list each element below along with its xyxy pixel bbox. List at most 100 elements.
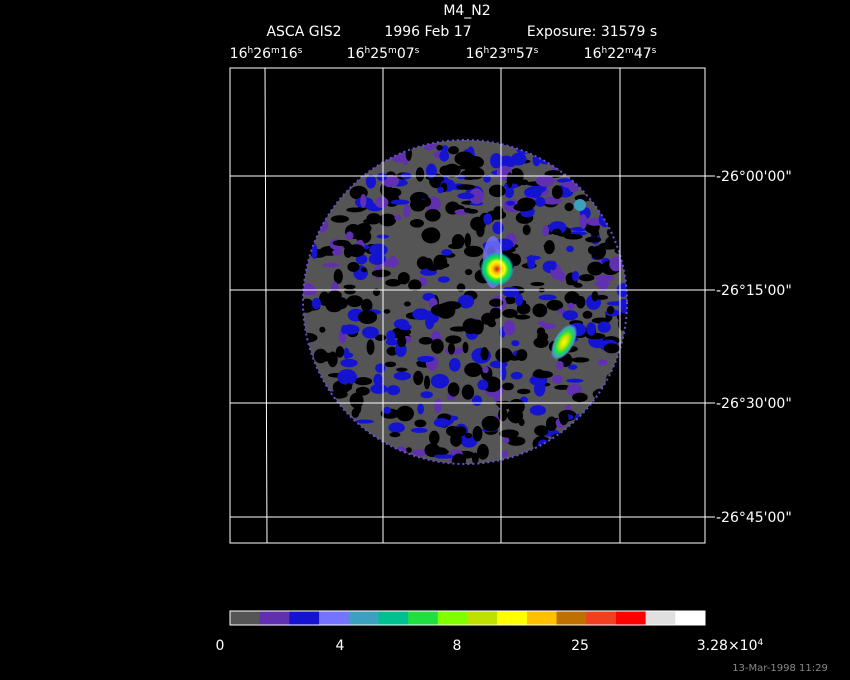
blob <box>457 294 475 309</box>
blob <box>609 256 624 272</box>
blob <box>533 380 546 397</box>
blob <box>543 243 555 249</box>
blob <box>551 185 563 199</box>
blob <box>549 260 557 271</box>
blob <box>466 209 479 214</box>
text-part: 23 <box>489 46 507 62</box>
blob <box>376 172 388 182</box>
blob <box>386 330 396 343</box>
blob <box>572 392 588 403</box>
blob <box>436 262 450 268</box>
colorbar-cell <box>437 611 468 625</box>
blob <box>397 335 407 348</box>
blob <box>368 253 386 265</box>
blob <box>469 188 484 205</box>
blob <box>529 405 547 416</box>
blob <box>483 174 491 183</box>
blob <box>354 377 373 386</box>
blob <box>464 233 472 248</box>
blob <box>489 298 504 307</box>
blob <box>355 419 375 424</box>
blob <box>566 245 574 253</box>
blob <box>319 326 326 333</box>
blob <box>502 437 510 444</box>
blob <box>417 403 424 415</box>
blob <box>503 320 516 336</box>
blob <box>361 298 373 313</box>
blob <box>564 202 574 212</box>
blob <box>371 269 391 278</box>
blob <box>417 355 435 363</box>
blob <box>420 391 433 399</box>
blob <box>346 295 363 308</box>
blob <box>567 302 575 310</box>
blob <box>389 432 401 438</box>
superscript: s <box>415 46 420 56</box>
superscript: m <box>507 46 516 56</box>
blob <box>415 167 425 182</box>
dec-label: -26°30'00" <box>716 396 792 412</box>
blob <box>445 335 462 344</box>
colorbar-cell <box>467 611 498 625</box>
blob <box>322 262 340 268</box>
blob <box>559 410 569 426</box>
blob <box>483 213 493 225</box>
blob <box>506 172 513 188</box>
blob <box>524 186 542 199</box>
blob <box>433 448 449 455</box>
blob <box>442 301 462 310</box>
blob <box>511 340 520 347</box>
blob <box>413 370 424 386</box>
dec-label: -26°00'00" <box>716 169 792 185</box>
blob <box>335 297 348 310</box>
text-part: 16 <box>584 46 602 62</box>
blob <box>477 379 489 391</box>
blob <box>585 236 602 243</box>
blob <box>516 349 528 361</box>
blob <box>591 245 607 259</box>
blob <box>537 332 549 342</box>
blob <box>597 359 608 366</box>
blob <box>618 301 627 314</box>
blob <box>427 264 440 271</box>
blob <box>504 296 517 305</box>
blob <box>347 244 366 258</box>
blob <box>464 362 483 377</box>
blob <box>586 322 596 336</box>
blob <box>464 432 473 439</box>
blob <box>517 388 531 395</box>
blob <box>431 338 444 354</box>
colorbar-cell <box>556 611 587 625</box>
grid <box>229 67 706 544</box>
superscript: h <box>247 46 253 56</box>
blob <box>504 186 515 199</box>
blob <box>333 269 343 284</box>
text-part: 3.28×10 <box>697 638 758 654</box>
blob <box>385 279 402 287</box>
blob <box>429 430 440 445</box>
colorbar-cell <box>319 611 350 625</box>
blob <box>571 357 590 363</box>
blob <box>510 371 523 380</box>
blob <box>345 383 353 391</box>
blob <box>409 218 424 228</box>
blob <box>366 339 375 355</box>
blob <box>447 382 460 397</box>
text-part: 25 <box>370 46 388 62</box>
blob <box>345 231 354 241</box>
blob <box>578 274 595 282</box>
blob <box>341 324 360 335</box>
source <box>574 199 586 211</box>
blob <box>456 184 476 190</box>
text-part: 4 <box>336 638 345 654</box>
blob <box>462 341 469 354</box>
text-part: 16 <box>347 46 365 62</box>
blob <box>456 283 466 292</box>
blob <box>522 224 531 236</box>
blob <box>448 358 461 372</box>
colorbar-label: 0 <box>216 638 225 654</box>
title: M4_N2 <box>443 3 490 19</box>
blob <box>386 385 401 396</box>
superscript: m <box>388 46 397 56</box>
blob <box>410 427 428 433</box>
